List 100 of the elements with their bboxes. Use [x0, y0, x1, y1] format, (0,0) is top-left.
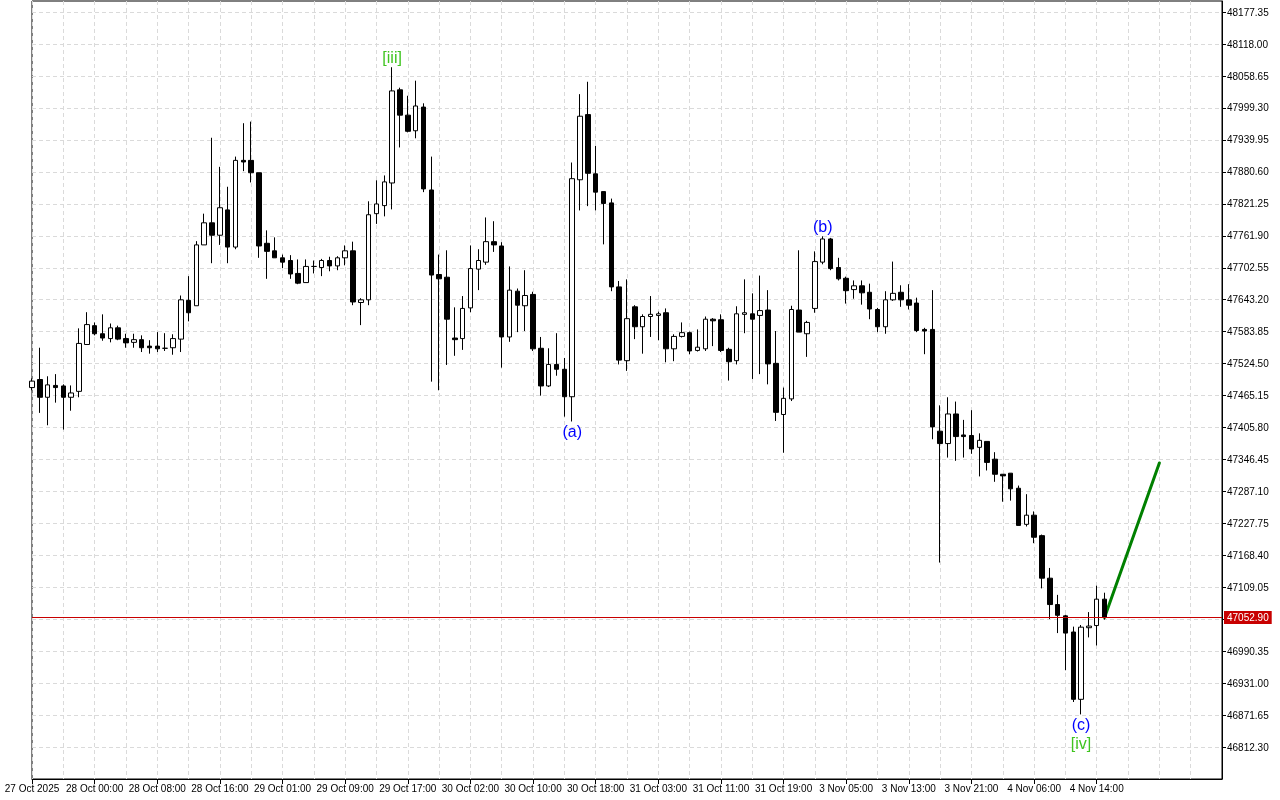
- candlestick: [984, 440, 990, 471]
- candlestick: [522, 269, 528, 332]
- candlestick: [875, 307, 880, 333]
- candlestick: [303, 258, 309, 284]
- candlestick: [593, 145, 598, 211]
- y-tick-label: 46931.00: [1227, 677, 1270, 689]
- candlestick: [609, 198, 614, 292]
- annotation: (a): [562, 423, 582, 440]
- candlestick: [663, 307, 669, 363]
- y-tick-label: 46871.65: [1227, 709, 1270, 721]
- candlestick: [108, 323, 113, 343]
- candlestick: [115, 325, 121, 341]
- candlestick: [1039, 534, 1045, 589]
- candlestick: [624, 278, 630, 372]
- candlestick: [601, 191, 606, 245]
- candlestick: [186, 275, 191, 322]
- candlestick: [679, 321, 685, 339]
- candlestick: [569, 162, 575, 422]
- candlestick: [1016, 485, 1021, 526]
- candlestick: [530, 291, 536, 352]
- candlestick: [922, 327, 927, 355]
- candlestick: [92, 321, 97, 336]
- candlestick: [726, 347, 732, 382]
- candlestick: [209, 137, 215, 264]
- candlestick: [812, 250, 818, 314]
- candlestick: [170, 333, 176, 356]
- candlestick: [1086, 611, 1092, 638]
- y-tick-label: 47465.15: [1227, 390, 1270, 402]
- candlestick: [476, 248, 481, 291]
- x-tick-label: 3 Nov 21:00: [944, 782, 999, 794]
- candlestick: [961, 419, 966, 459]
- x-tick-label: 28 Oct 16:00: [191, 782, 249, 794]
- x-tick-label: 27 Oct 2025: [4, 782, 60, 794]
- annotation: [iv]: [1070, 734, 1092, 752]
- candlestick: [366, 200, 371, 306]
- candlestick: [311, 260, 317, 274]
- y-tick-label: 47168.40: [1227, 549, 1270, 561]
- y-tick-label: 47880.60: [1227, 166, 1270, 178]
- y-tick-label: 46812.30: [1227, 741, 1270, 753]
- candlestick: [648, 295, 653, 338]
- candlestick: [1102, 592, 1107, 621]
- annotation: (c): [1071, 715, 1091, 733]
- candlestick: [460, 295, 465, 351]
- candlestick: [319, 258, 324, 277]
- x-tick-label: 31 Oct 11:00: [692, 782, 750, 794]
- candlestick: [585, 81, 591, 207]
- candlestick: [327, 256, 332, 272]
- candlestick: [836, 257, 841, 281]
- candlestick: [139, 334, 144, 353]
- y-tick-label: 47346.45: [1227, 453, 1270, 465]
- candlestick: [969, 409, 974, 455]
- candlestick: [640, 313, 645, 355]
- x-tick-label: 29 Oct 09:00: [316, 782, 375, 794]
- candlestick: [155, 331, 160, 353]
- x-tick-label: 31 Oct 03:00: [629, 782, 688, 794]
- candlestick: [781, 387, 786, 454]
- candlestick: [1094, 585, 1099, 646]
- candlestick: [656, 311, 661, 341]
- candlestick: [53, 373, 58, 404]
- y-tick-label: 47287.10: [1227, 485, 1270, 497]
- candlestick: [1031, 510, 1037, 544]
- candlestick: [577, 93, 583, 211]
- candlestick: [429, 156, 434, 383]
- y-tick-label: 47583.85: [1227, 326, 1270, 338]
- x-tick-label: 30 Oct 18:00: [567, 782, 625, 794]
- candlestick: [554, 332, 559, 377]
- x-tick-label: 3 Nov 05:00: [819, 782, 874, 794]
- x-tick-label: 3 Nov 13:00: [881, 782, 937, 794]
- candlestick: [342, 244, 348, 266]
- candlestick: [671, 333, 677, 362]
- candlestick: [914, 297, 919, 333]
- candlestick: [906, 283, 912, 311]
- candlestick: [1000, 473, 1006, 503]
- x-tick-label: 29 Oct 17:00: [379, 782, 437, 794]
- candlestick: [100, 313, 105, 342]
- candlestick: [499, 241, 504, 369]
- candlestick: [1071, 626, 1076, 703]
- candlestick: [225, 186, 230, 264]
- candlestick: [405, 95, 411, 133]
- candlestick: [483, 216, 489, 266]
- candlestick: [350, 241, 356, 306]
- candlestick: [734, 305, 739, 365]
- y-tick-label: 46990.35: [1227, 645, 1270, 657]
- candlestick: [1008, 472, 1013, 502]
- candlestick: [45, 375, 50, 426]
- candlestick: [248, 121, 254, 183]
- candlestick: [194, 240, 199, 307]
- candlestick: [358, 297, 364, 326]
- candlestick: [710, 317, 716, 347]
- candlestick: [703, 316, 708, 352]
- candlestick: [1078, 624, 1084, 715]
- candlestick: [859, 279, 865, 306]
- candlestick: [147, 339, 152, 355]
- candlestick: [201, 213, 207, 246]
- candlestick: [883, 290, 888, 335]
- candlestick: [992, 451, 998, 483]
- y-tick-label: 47227.75: [1227, 517, 1270, 529]
- candlestick: [765, 289, 771, 385]
- candlestick: [1024, 493, 1029, 527]
- candlestick: [937, 404, 943, 564]
